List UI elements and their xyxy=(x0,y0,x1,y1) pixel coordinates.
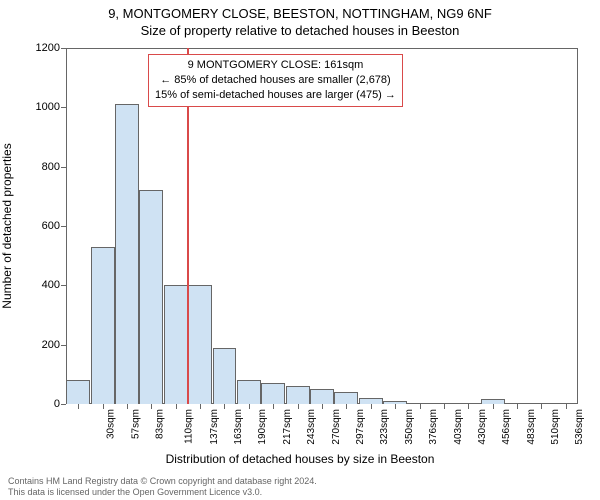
xtick-label: 137sqm xyxy=(209,409,220,445)
xtick-mark xyxy=(346,404,347,409)
xtick-label: 57sqm xyxy=(130,409,141,439)
xtick-label: 430sqm xyxy=(477,409,488,445)
histogram-bar xyxy=(286,386,310,404)
footer-line1: Contains HM Land Registry data © Crown c… xyxy=(8,476,592,487)
annotation-box: 9 MONTGOMERY CLOSE: 161sqm← 85% of detac… xyxy=(148,54,403,107)
xtick-label: 536sqm xyxy=(575,409,586,445)
xtick-mark xyxy=(493,404,494,409)
plot-area: 02004006008001000120030sqm57sqm83sqm110s… xyxy=(66,48,578,404)
xtick-label: 217sqm xyxy=(282,409,293,445)
footer-attribution: Contains HM Land Registry data © Crown c… xyxy=(0,476,600,498)
chart-title-address: 9, MONTGOMERY CLOSE, BEESTON, NOTTINGHAM… xyxy=(0,0,600,21)
xtick-label: 376sqm xyxy=(428,409,439,445)
histogram-bar xyxy=(310,389,334,404)
histogram-bar xyxy=(261,383,285,404)
histogram-bar xyxy=(188,285,212,404)
xtick-mark xyxy=(566,404,567,409)
xtick-mark xyxy=(176,404,177,409)
xtick-mark xyxy=(541,404,542,409)
chart-container: 9, MONTGOMERY CLOSE, BEESTON, NOTTINGHAM… xyxy=(0,0,600,500)
xtick-mark xyxy=(78,404,79,409)
annotation-line: ← 85% of detached houses are smaller (2,… xyxy=(155,73,396,88)
xtick-label: 110sqm xyxy=(184,409,195,444)
xtick-label: 270sqm xyxy=(331,409,342,445)
ytick-label: 400 xyxy=(42,279,60,291)
ytick-mark xyxy=(61,285,66,286)
ytick-label: 1000 xyxy=(36,101,60,113)
xtick-mark xyxy=(249,404,250,409)
ytick-label: 800 xyxy=(42,161,60,173)
histogram-bar xyxy=(334,392,358,404)
annotation-line: 9 MONTGOMERY CLOSE: 161sqm xyxy=(155,58,396,73)
xtick-mark xyxy=(103,404,104,409)
ytick-label: 0 xyxy=(54,398,60,410)
xtick-label: 190sqm xyxy=(258,409,269,445)
ytick-mark xyxy=(61,107,66,108)
ytick-mark xyxy=(61,48,66,49)
ytick-label: 1200 xyxy=(36,42,60,54)
histogram-bar xyxy=(91,247,115,404)
histogram-bar xyxy=(66,380,90,404)
xtick-mark xyxy=(322,404,323,409)
xtick-label: 483sqm xyxy=(526,409,537,445)
xtick-label: 243sqm xyxy=(306,409,317,445)
x-axis-label: Distribution of detached houses by size … xyxy=(0,452,600,466)
xtick-label: 297sqm xyxy=(355,409,366,445)
xtick-mark xyxy=(298,404,299,409)
xtick-label: 456sqm xyxy=(501,409,512,445)
histogram-bar xyxy=(139,190,163,404)
histogram-bar xyxy=(237,380,261,404)
ytick-label: 200 xyxy=(42,339,60,351)
ytick-label: 600 xyxy=(42,220,60,232)
ytick-mark xyxy=(61,345,66,346)
xtick-label: 163sqm xyxy=(233,409,244,445)
xtick-mark xyxy=(371,404,372,409)
annotation-line: 15% of semi-detached houses are larger (… xyxy=(155,88,396,103)
xtick-label: 350sqm xyxy=(404,409,415,445)
xtick-mark xyxy=(444,404,445,409)
xtick-mark xyxy=(420,404,421,409)
xtick-mark xyxy=(468,404,469,409)
ytick-mark xyxy=(61,404,66,405)
y-axis-label: Number of detached properties xyxy=(0,143,14,308)
xtick-mark xyxy=(517,404,518,409)
histogram-bar xyxy=(213,348,237,404)
xtick-label: 510sqm xyxy=(550,409,561,445)
ytick-mark xyxy=(61,167,66,168)
xtick-mark xyxy=(224,404,225,409)
chart-title-desc: Size of property relative to detached ho… xyxy=(0,21,600,38)
xtick-label: 30sqm xyxy=(106,409,117,439)
xtick-label: 83sqm xyxy=(154,409,165,439)
xtick-mark xyxy=(127,404,128,409)
xtick-label: 403sqm xyxy=(453,409,464,445)
xtick-label: 323sqm xyxy=(379,409,390,445)
xtick-mark xyxy=(200,404,201,409)
footer-line2: This data is licensed under the Open Gov… xyxy=(8,487,592,498)
histogram-bar xyxy=(164,285,188,404)
xtick-mark xyxy=(273,404,274,409)
xtick-mark xyxy=(395,404,396,409)
ytick-mark xyxy=(61,226,66,227)
histogram-bar xyxy=(115,104,139,404)
xtick-mark xyxy=(151,404,152,409)
